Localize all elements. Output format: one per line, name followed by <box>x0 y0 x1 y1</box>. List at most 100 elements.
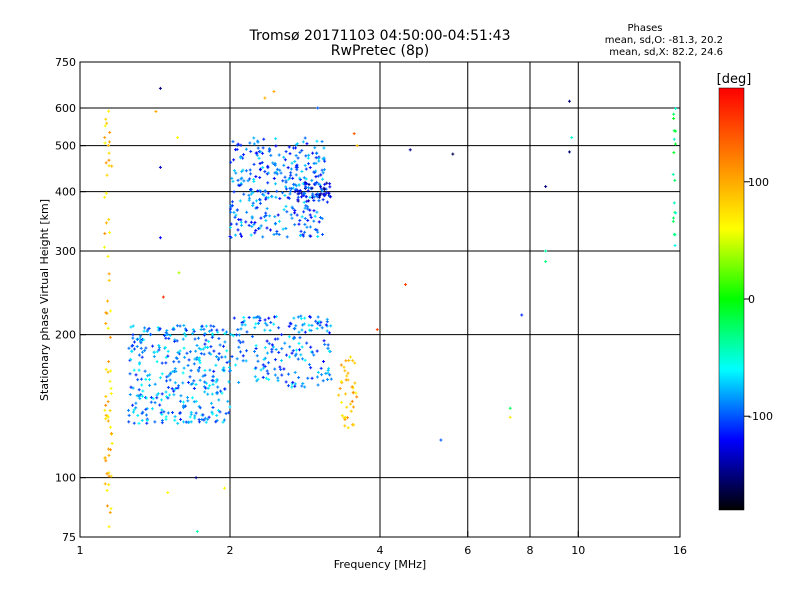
data-point <box>108 409 112 413</box>
data-point <box>259 150 263 154</box>
data-point <box>294 188 298 192</box>
data-point <box>313 146 317 150</box>
data-point <box>297 330 301 334</box>
data-point <box>544 185 548 189</box>
data-point <box>139 334 143 338</box>
data-point <box>194 349 198 353</box>
data-point <box>289 213 293 217</box>
data-point <box>258 197 262 201</box>
data-point <box>192 386 196 390</box>
data-point <box>264 219 268 223</box>
data-point <box>351 405 355 409</box>
data-point <box>310 178 314 182</box>
data-point <box>228 369 232 373</box>
data-point <box>305 199 309 203</box>
data-point <box>131 333 135 337</box>
data-point <box>274 348 278 352</box>
data-point <box>173 367 177 371</box>
data-point <box>222 418 226 422</box>
data-point <box>104 413 108 417</box>
data-point <box>315 375 319 379</box>
data-point <box>129 385 133 389</box>
data-point <box>287 335 291 339</box>
data-point <box>253 231 257 235</box>
data-point <box>318 193 322 197</box>
data-point <box>323 187 327 191</box>
data-point <box>130 349 134 353</box>
data-point <box>320 217 324 221</box>
data-point <box>140 418 144 422</box>
data-point <box>252 222 256 226</box>
data-point <box>212 369 216 373</box>
data-point <box>239 156 243 160</box>
data-point <box>289 167 293 171</box>
data-point <box>235 147 239 151</box>
data-point <box>235 208 239 212</box>
data-point <box>287 324 291 328</box>
data-point <box>107 140 111 144</box>
data-point <box>212 349 216 353</box>
data-point <box>210 335 214 339</box>
data-point <box>166 385 170 389</box>
data-point <box>263 190 267 194</box>
data-point <box>249 172 253 176</box>
data-point <box>241 168 245 172</box>
x-tick-label: 1 <box>77 544 84 557</box>
data-point <box>106 400 110 404</box>
data-point <box>228 405 232 409</box>
stats-heading: Phases <box>627 23 662 34</box>
data-point <box>107 217 111 221</box>
data-point <box>104 417 108 421</box>
data-point <box>520 313 524 317</box>
data-point <box>132 347 136 351</box>
data-point <box>249 149 253 153</box>
data-point <box>254 228 258 232</box>
data-point <box>309 215 313 219</box>
data-point <box>316 370 320 374</box>
data-point <box>258 162 262 166</box>
data-point <box>261 366 265 370</box>
data-point <box>138 397 142 401</box>
data-point <box>210 378 214 382</box>
data-point <box>294 146 298 150</box>
data-point <box>232 158 236 162</box>
data-point <box>316 174 320 178</box>
x-tick-label: 2 <box>227 544 234 557</box>
data-point <box>238 199 242 203</box>
data-point <box>277 219 281 223</box>
data-point <box>203 380 207 384</box>
data-point <box>193 337 197 341</box>
data-point <box>256 139 260 143</box>
data-point <box>173 415 177 419</box>
data-point <box>202 333 206 337</box>
data-point <box>319 173 323 177</box>
data-point <box>293 159 297 163</box>
data-point <box>258 201 262 205</box>
data-point <box>544 249 548 253</box>
data-point <box>201 374 205 378</box>
data-point <box>181 381 185 385</box>
data-point <box>197 418 201 422</box>
data-point <box>106 299 110 303</box>
colorbar-tick-label: 0 <box>748 293 755 306</box>
data-point <box>240 234 244 238</box>
data-point <box>278 197 282 201</box>
data-point <box>155 396 159 400</box>
data-point <box>316 230 320 234</box>
data-point <box>160 372 164 376</box>
data-point <box>149 332 153 336</box>
data-point <box>255 206 259 210</box>
data-point <box>328 331 332 335</box>
data-point <box>186 363 190 367</box>
data-point <box>229 210 233 214</box>
data-point <box>164 415 168 419</box>
data-point <box>272 322 276 326</box>
data-point <box>273 182 277 186</box>
data-point <box>193 416 197 420</box>
data-point <box>103 141 107 145</box>
data-point <box>280 333 284 337</box>
data-point <box>152 350 156 354</box>
data-point <box>157 343 161 347</box>
data-point <box>252 136 256 140</box>
data-point <box>127 420 131 424</box>
